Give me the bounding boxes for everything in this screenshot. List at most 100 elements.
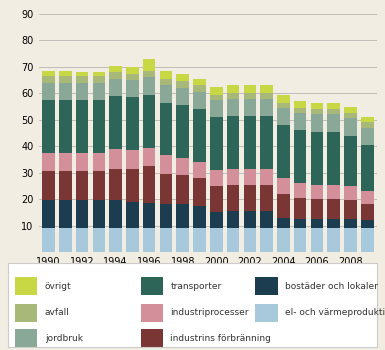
- FancyBboxPatch shape: [141, 304, 163, 322]
- Bar: [193, 162, 206, 178]
- Bar: [109, 72, 122, 79]
- Bar: [344, 186, 357, 201]
- Bar: [327, 184, 340, 199]
- Bar: [42, 83, 55, 100]
- Bar: [210, 170, 223, 186]
- FancyBboxPatch shape: [255, 304, 278, 322]
- Bar: [143, 148, 156, 166]
- Bar: [59, 172, 72, 201]
- Bar: [277, 178, 290, 194]
- Text: industriprocesser: industriprocesser: [170, 308, 249, 317]
- Bar: [176, 82, 189, 88]
- Text: bostäder och lokaler: bostäder och lokaler: [285, 281, 378, 290]
- Bar: [227, 116, 239, 169]
- Bar: [109, 169, 122, 201]
- Bar: [311, 219, 323, 228]
- Bar: [361, 228, 373, 252]
- Bar: [109, 228, 122, 252]
- Bar: [344, 136, 357, 186]
- Bar: [176, 228, 189, 252]
- Bar: [277, 125, 290, 178]
- Bar: [244, 169, 256, 184]
- Bar: [294, 219, 306, 228]
- Bar: [344, 201, 357, 219]
- Bar: [210, 117, 223, 170]
- Bar: [311, 184, 323, 199]
- Bar: [294, 108, 306, 113]
- Bar: [92, 100, 105, 153]
- Bar: [160, 71, 172, 79]
- Bar: [277, 194, 290, 218]
- Bar: [109, 149, 122, 169]
- Bar: [160, 228, 172, 252]
- Bar: [327, 103, 340, 109]
- Bar: [176, 204, 189, 228]
- Bar: [260, 169, 273, 184]
- Bar: [327, 132, 340, 184]
- Bar: [277, 218, 290, 228]
- Bar: [260, 93, 273, 99]
- Bar: [126, 228, 139, 252]
- Bar: [143, 94, 156, 148]
- Bar: [311, 228, 323, 252]
- Bar: [92, 201, 105, 228]
- Bar: [176, 88, 189, 105]
- Text: avfall: avfall: [45, 308, 70, 317]
- Bar: [361, 191, 373, 204]
- Bar: [92, 228, 105, 252]
- Bar: [126, 150, 139, 169]
- Bar: [193, 92, 206, 109]
- Bar: [260, 228, 273, 252]
- Bar: [76, 76, 89, 83]
- Bar: [193, 178, 206, 206]
- Bar: [277, 108, 290, 125]
- Bar: [176, 158, 189, 175]
- Bar: [193, 85, 206, 92]
- Bar: [76, 228, 89, 252]
- Text: el- och värmeproduktion: el- och värmeproduktion: [285, 308, 385, 317]
- Bar: [126, 74, 139, 80]
- Bar: [361, 145, 373, 191]
- FancyBboxPatch shape: [141, 277, 163, 295]
- Bar: [260, 184, 273, 211]
- Bar: [294, 183, 306, 198]
- Bar: [76, 201, 89, 228]
- Bar: [327, 109, 340, 114]
- Bar: [210, 186, 223, 212]
- Bar: [109, 201, 122, 228]
- Bar: [160, 174, 172, 204]
- Bar: [176, 175, 189, 204]
- Bar: [294, 130, 306, 183]
- Bar: [193, 109, 206, 162]
- Bar: [143, 59, 156, 71]
- Bar: [92, 153, 105, 172]
- Bar: [59, 201, 72, 228]
- Bar: [244, 85, 256, 93]
- Bar: [244, 228, 256, 252]
- Bar: [244, 93, 256, 99]
- Bar: [126, 169, 139, 202]
- Bar: [76, 153, 89, 172]
- Bar: [176, 74, 189, 82]
- Bar: [294, 198, 306, 219]
- FancyBboxPatch shape: [15, 277, 37, 295]
- Bar: [227, 228, 239, 252]
- Bar: [160, 85, 172, 103]
- Bar: [361, 220, 373, 228]
- Bar: [193, 206, 206, 228]
- Bar: [193, 79, 206, 85]
- Text: övrigt: övrigt: [45, 281, 71, 290]
- Bar: [59, 83, 72, 100]
- Bar: [109, 65, 122, 72]
- Bar: [42, 172, 55, 201]
- Text: jordbruk: jordbruk: [45, 334, 83, 343]
- Bar: [294, 113, 306, 130]
- Bar: [227, 169, 239, 184]
- Bar: [260, 85, 273, 93]
- Bar: [244, 116, 256, 169]
- Bar: [143, 203, 156, 228]
- Bar: [344, 113, 357, 118]
- Bar: [160, 155, 172, 174]
- Bar: [160, 79, 172, 85]
- FancyBboxPatch shape: [141, 329, 163, 347]
